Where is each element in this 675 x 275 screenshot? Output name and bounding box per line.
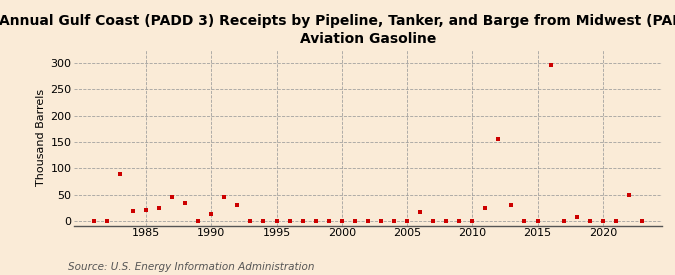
Point bbox=[271, 219, 282, 224]
Point bbox=[375, 219, 386, 224]
Point bbox=[232, 203, 243, 208]
Point bbox=[245, 219, 256, 224]
Point bbox=[558, 219, 569, 224]
Point bbox=[467, 219, 478, 224]
Point bbox=[414, 210, 425, 214]
Point bbox=[519, 219, 530, 224]
Text: Source: U.S. Energy Information Administration: Source: U.S. Energy Information Administ… bbox=[68, 262, 314, 272]
Point bbox=[506, 203, 517, 208]
Point bbox=[323, 219, 334, 224]
Point bbox=[284, 219, 295, 224]
Point bbox=[480, 206, 491, 210]
Point bbox=[128, 208, 138, 213]
Point bbox=[610, 219, 621, 224]
Point bbox=[493, 137, 504, 142]
Point bbox=[154, 206, 165, 210]
Point bbox=[219, 195, 230, 200]
Title: Annual Gulf Coast (PADD 3) Receipts by Pipeline, Tanker, and Barge from Midwest : Annual Gulf Coast (PADD 3) Receipts by P… bbox=[0, 14, 675, 46]
Point bbox=[585, 219, 595, 224]
Point bbox=[389, 219, 400, 224]
Point bbox=[167, 195, 178, 200]
Point bbox=[206, 212, 217, 217]
Point bbox=[180, 200, 190, 205]
Point bbox=[115, 172, 126, 176]
Point bbox=[88, 219, 99, 224]
Y-axis label: Thousand Barrels: Thousand Barrels bbox=[36, 89, 46, 186]
Point bbox=[362, 219, 373, 224]
Point bbox=[258, 219, 269, 224]
Point bbox=[545, 63, 556, 68]
Point bbox=[441, 219, 452, 224]
Point bbox=[637, 219, 647, 224]
Point bbox=[336, 219, 347, 224]
Point bbox=[350, 219, 360, 224]
Point bbox=[454, 219, 464, 224]
Point bbox=[624, 193, 634, 197]
Point bbox=[428, 219, 439, 224]
Point bbox=[193, 219, 204, 224]
Point bbox=[532, 219, 543, 224]
Point bbox=[140, 207, 151, 212]
Point bbox=[297, 219, 308, 224]
Point bbox=[402, 219, 412, 224]
Point bbox=[310, 219, 321, 224]
Point bbox=[597, 219, 608, 224]
Point bbox=[101, 219, 112, 224]
Point bbox=[571, 215, 582, 219]
